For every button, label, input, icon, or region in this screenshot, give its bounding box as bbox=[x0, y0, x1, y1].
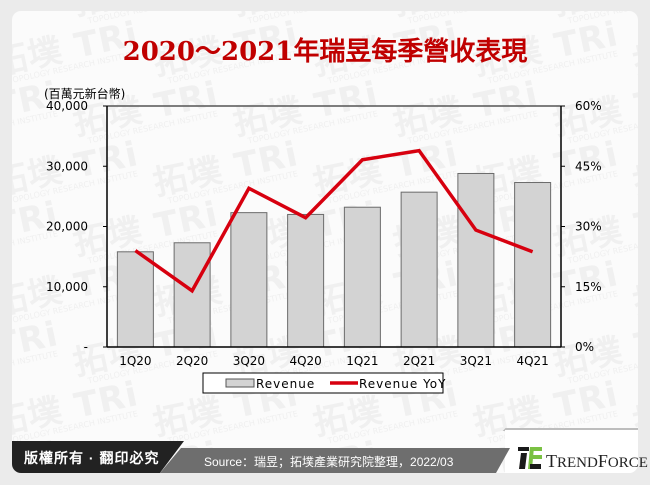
footer-divider bbox=[502, 428, 638, 431]
x-tick-label: 1Q21 bbox=[346, 354, 378, 368]
legend-revenue-label: Revenue bbox=[256, 377, 315, 391]
legend-yoy-label: Revenue YoY bbox=[359, 377, 446, 391]
right-axis-ticks: 0% 15% 30% 45% 60% bbox=[561, 99, 602, 354]
x-tick-label: 4Q20 bbox=[289, 354, 321, 368]
left-tick-label: 20,000 bbox=[46, 220, 88, 234]
legend-revenue-swatch bbox=[225, 378, 255, 388]
right-tick-label: 60% bbox=[575, 99, 602, 113]
revenue-bar bbox=[287, 213, 325, 348]
right-tick-label: 45% bbox=[575, 159, 602, 173]
revenue-bar bbox=[116, 251, 154, 348]
revenue-bar bbox=[400, 191, 438, 348]
right-tick-label: 0% bbox=[575, 340, 594, 354]
chart-title: 2020～2021年瑞昱每季營收表現 bbox=[122, 37, 528, 67]
footer-source-band: Source：瑞昱；拓墣產業研究院整理，2022/03 bbox=[160, 448, 510, 473]
revenue-bar bbox=[514, 182, 552, 348]
revenue-bar bbox=[457, 172, 495, 348]
right-tick-label: 30% bbox=[575, 220, 602, 234]
trendforce-logo-text: TRENDFORCE bbox=[546, 451, 648, 471]
left-tick-label: 10,000 bbox=[46, 280, 88, 294]
trendforce-logo-icon bbox=[518, 447, 542, 469]
x-tick-label: 3Q21 bbox=[460, 354, 492, 368]
chart-legend: Revenue Revenue YoY bbox=[202, 372, 446, 394]
x-tick-label: 3Q20 bbox=[233, 354, 265, 368]
revenue-bar bbox=[343, 206, 381, 348]
x-tick-label: 2Q21 bbox=[403, 354, 435, 368]
x-tick-label: 2Q20 bbox=[176, 354, 208, 368]
revenue-bar bbox=[173, 242, 211, 348]
x-axis-ticks: 1Q20 2Q20 3Q20 4Q20 1Q21 2Q21 3Q21 4Q21 bbox=[119, 354, 549, 368]
y-axis-label: (百萬元新台幣) bbox=[44, 86, 125, 101]
yoy-line bbox=[134, 148, 534, 294]
footer-brand-panel bbox=[505, 430, 638, 473]
left-tick-label: 30,000 bbox=[46, 159, 88, 173]
revenue-bars bbox=[116, 172, 552, 348]
copyright-text: 版權所有 · 翻印必究 bbox=[24, 450, 160, 466]
revenue-bar bbox=[230, 212, 268, 348]
right-tick-label: 15% bbox=[575, 280, 602, 294]
source-text: Source：瑞昱；拓墣產業研究院整理，2022/03 bbox=[204, 455, 454, 469]
x-tick-label: 4Q21 bbox=[516, 354, 548, 368]
footer-copyright-band: 版權所有 · 翻印必究 bbox=[12, 441, 184, 473]
left-tick-label: - bbox=[84, 340, 88, 354]
left-tick-label: 40,000 bbox=[46, 99, 88, 113]
left-axis-ticks: - 10,000 20,000 30,000 40,000 bbox=[46, 99, 107, 354]
x-tick-label: 1Q20 bbox=[119, 354, 151, 368]
